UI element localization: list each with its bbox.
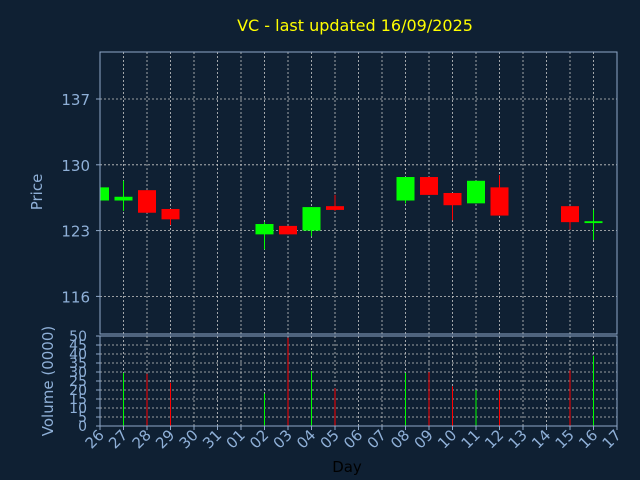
volume-tick-label: 50 [69,329,87,345]
candle-body [467,180,485,204]
volume-tick-label: 5 [78,410,87,426]
volume-tick-label: 30 [69,365,87,381]
x-tick-label: 11 [458,426,484,452]
volume-bars [123,337,594,426]
candle-body [114,196,133,201]
candle-body [326,206,344,210]
price-tick-label: 130 [61,157,90,175]
candle-body [420,177,438,195]
price-tick-label: 123 [61,223,90,241]
candle-body [161,208,180,220]
grid [100,52,617,426]
candle-body [138,190,156,213]
x-tick-label: 16 [575,426,601,452]
x-tick-label: 12 [481,426,507,452]
x-axis-label: Day [332,458,362,476]
volume-tick-label: 35 [69,356,87,372]
volume-tick-label: 25 [69,374,87,390]
x-tick-label: 06 [340,426,366,452]
volume-tick-label: 40 [69,347,87,363]
x-tick-label: 05 [317,426,343,452]
x-tick-label: 17 [599,426,625,452]
candle-body [302,207,321,231]
price-axis-label: Price [28,174,46,211]
x-tick-label: 07 [364,426,390,452]
price-tick-label: 116 [61,288,90,306]
x-tick-label: 04 [293,426,319,452]
x-tick-label: 30 [176,426,202,452]
candle-body [279,225,297,235]
candle-body [100,187,109,201]
x-tick-label: 02 [246,426,272,452]
volume-tick-label: 15 [69,392,87,408]
volume-tick-label: 10 [69,401,87,417]
tick-labels: 1161231301370510152025303540455026272829… [61,91,624,452]
x-tick-label: 13 [505,426,531,452]
x-tick-label: 09 [411,426,437,452]
candle-body [255,224,274,235]
volume-tick-label: 0 [78,419,87,435]
x-tick-label: 10 [434,426,460,452]
x-tick-label: 27 [105,426,131,452]
x-tick-label: 14 [528,426,554,452]
x-tick-label: 28 [129,426,155,452]
candle-body [443,193,462,206]
volume-axis-label: Volume (0000) [39,326,57,436]
x-tick-label: 31 [199,426,225,452]
x-tick-label: 08 [387,426,413,452]
x-tick-label: 03 [270,426,296,452]
candle-body [561,206,579,223]
volume-tick-label: 45 [69,338,87,354]
candle-body [396,177,415,201]
candle-body [584,221,603,224]
price-tick-label: 137 [61,91,90,109]
candle-body [490,187,509,216]
candles [99,175,603,250]
x-tick-label: 29 [152,426,178,452]
volume-tick-label: 20 [69,383,87,399]
x-tick-label: 15 [552,426,578,452]
chart-title: VC - last updated 16/09/2025 [237,16,473,35]
x-tick-label: 01 [223,426,249,452]
price-panel-frame [99,51,618,335]
